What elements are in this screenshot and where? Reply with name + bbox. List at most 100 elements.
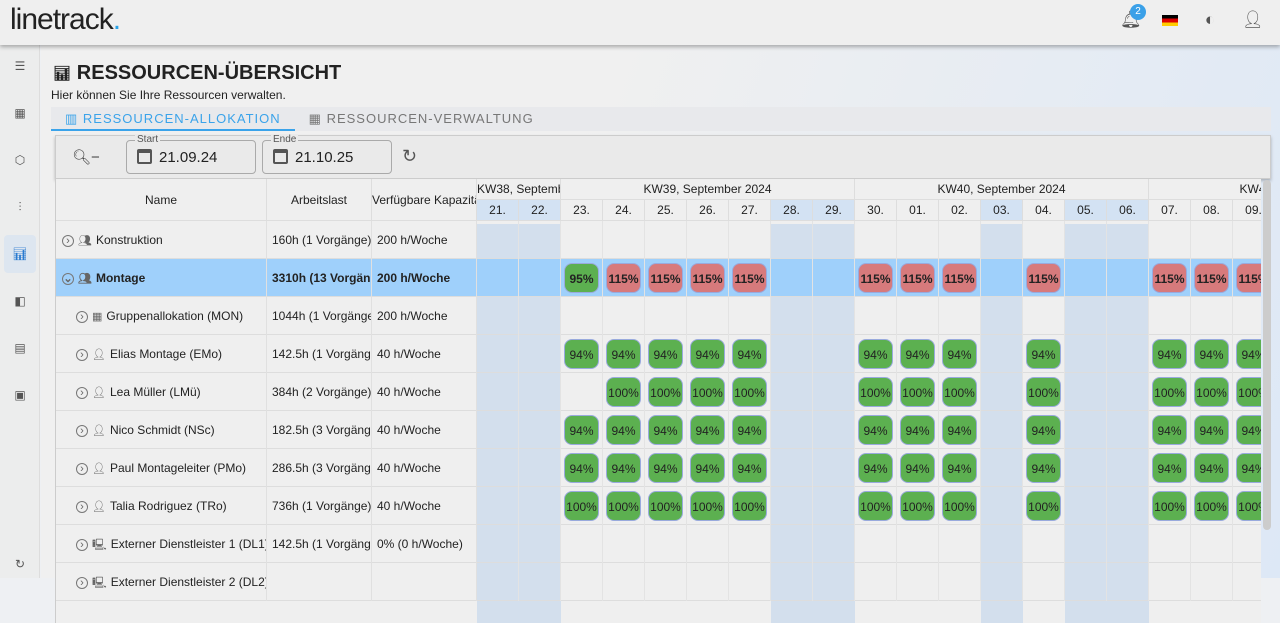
allocation-pill[interactable]: 94%: [648, 339, 683, 369]
day-cell[interactable]: 94%: [1149, 411, 1191, 449]
dark-mode-icon[interactable]: ◐: [1204, 10, 1216, 29]
day-cell[interactable]: [1107, 449, 1149, 487]
day-cell[interactable]: [1065, 373, 1107, 411]
day-cell[interactable]: [477, 335, 519, 373]
day-cell[interactable]: [1107, 411, 1149, 449]
day-cell[interactable]: 94%: [645, 449, 687, 487]
day-cell[interactable]: [1065, 563, 1107, 601]
day-cell[interactable]: [855, 297, 897, 335]
allocation-pill[interactable]: 100%: [564, 491, 599, 521]
day-cell[interactable]: [1107, 487, 1149, 525]
day-cell[interactable]: 100%: [855, 487, 897, 525]
day-cell[interactable]: [1107, 259, 1149, 297]
day-cell[interactable]: [1065, 449, 1107, 487]
day-cell[interactable]: [1023, 563, 1065, 601]
expand-icon[interactable]: ›: [76, 501, 88, 513]
day-cell[interactable]: [981, 373, 1023, 411]
day-cell[interactable]: 94%: [1149, 449, 1191, 487]
day-cell[interactable]: 94%: [687, 411, 729, 449]
table-row[interactable]: › 👤︎ Paul Montageleiter (PMo) 286.5h (3 Vor…: [56, 449, 1261, 487]
expand-icon[interactable]: ›: [76, 463, 88, 475]
day-cell[interactable]: 100%: [603, 373, 645, 411]
day-cell[interactable]: [981, 525, 1023, 563]
allocation-pill[interactable]: 100%: [648, 377, 683, 407]
day-cell[interactable]: [771, 335, 813, 373]
allocation-pill[interactable]: 100%: [1026, 377, 1061, 407]
day-cell[interactable]: [1107, 563, 1149, 601]
day-cell[interactable]: [1107, 373, 1149, 411]
day-cell[interactable]: 94%: [729, 449, 771, 487]
day-cell[interactable]: 94%: [645, 335, 687, 373]
day-cell[interactable]: [519, 335, 561, 373]
allocation-pill[interactable]: 94%: [606, 339, 641, 369]
allocation-pill[interactable]: 100%: [606, 377, 641, 407]
day-cell[interactable]: [1233, 525, 1261, 563]
table-row[interactable]: › 👤︎ Lea Müller (LMü) 384h (2 Vorgänge) 40 h…: [56, 373, 1261, 411]
day-cell[interactable]: [1191, 563, 1233, 601]
day-cell[interactable]: 100%: [1149, 487, 1191, 525]
day-cell[interactable]: 94%: [687, 335, 729, 373]
day-cell[interactable]: [1065, 297, 1107, 335]
day-cell[interactable]: 94%: [1149, 335, 1191, 373]
day-cell[interactable]: 100%: [729, 373, 771, 411]
day-cell[interactable]: [939, 297, 981, 335]
day-cell[interactable]: 115%: [645, 259, 687, 297]
allocation-pill[interactable]: 115%: [900, 263, 935, 293]
day-cell[interactable]: [603, 525, 645, 563]
day-cell[interactable]: [981, 411, 1023, 449]
day-cell[interactable]: [603, 563, 645, 601]
day-cell[interactable]: [1191, 221, 1233, 259]
day-cell[interactable]: [1107, 525, 1149, 563]
allocation-pill[interactable]: 100%: [732, 377, 767, 407]
german-flag-icon[interactable]: [1162, 14, 1178, 26]
day-cell[interactable]: [519, 259, 561, 297]
day-cell[interactable]: [981, 259, 1023, 297]
day-cell[interactable]: [477, 449, 519, 487]
allocation-pill[interactable]: 100%: [606, 491, 641, 521]
allocation-pill[interactable]: 115%: [942, 263, 977, 293]
day-cell[interactable]: 100%: [729, 487, 771, 525]
expand-icon[interactable]: ›: [76, 311, 88, 323]
day-cell[interactable]: [981, 297, 1023, 335]
day-cell[interactable]: 94%: [645, 411, 687, 449]
day-cell[interactable]: [1065, 221, 1107, 259]
day-cell[interactable]: [981, 487, 1023, 525]
day-cell[interactable]: [519, 449, 561, 487]
day-cell[interactable]: 100%: [939, 487, 981, 525]
day-cell[interactable]: [981, 335, 1023, 373]
day-cell[interactable]: [813, 525, 855, 563]
day-cell[interactable]: [771, 297, 813, 335]
end-date-field[interactable]: Ende 21.10.25: [262, 134, 392, 174]
table-row[interactable]: › 👤︎ Elias Montage (EMo) 142.5h (1 Vorgänge…: [56, 335, 1261, 373]
day-cell[interactable]: [645, 525, 687, 563]
allocation-pill[interactable]: 94%: [1026, 453, 1061, 483]
day-cell[interactable]: [771, 411, 813, 449]
day-cell[interactable]: [1107, 335, 1149, 373]
day-cell[interactable]: [981, 563, 1023, 601]
day-cell[interactable]: [729, 563, 771, 601]
allocation-pill[interactable]: 100%: [1236, 491, 1261, 521]
day-cell[interactable]: [813, 449, 855, 487]
allocation-pill[interactable]: 94%: [732, 339, 767, 369]
day-cell[interactable]: 115%: [1191, 259, 1233, 297]
day-cell[interactable]: [981, 221, 1023, 259]
day-cell[interactable]: [771, 487, 813, 525]
table-row[interactable]: › 👤︎ Talia Rodriguez (TRo) 736h (1 Vorgänge…: [56, 487, 1261, 525]
day-cell[interactable]: [897, 297, 939, 335]
day-cell[interactable]: 115%: [1149, 259, 1191, 297]
sidebar-item-resources[interactable]: 📊︎: [4, 235, 36, 273]
day-cell[interactable]: 100%: [687, 373, 729, 411]
scrollbar[interactable]: [1263, 180, 1271, 530]
day-cell[interactable]: [519, 411, 561, 449]
day-cell[interactable]: [519, 297, 561, 335]
day-cell[interactable]: [813, 221, 855, 259]
allocation-pill[interactable]: 94%: [690, 339, 725, 369]
day-cell[interactable]: [1149, 221, 1191, 259]
day-cell[interactable]: [1233, 221, 1261, 259]
day-cell[interactable]: [1107, 297, 1149, 335]
day-cell[interactable]: [603, 221, 645, 259]
table-row[interactable]: › 👤︎ Nico Schmidt (NSc) 182.5h (3 Vorgänge)…: [56, 411, 1261, 449]
day-cell[interactable]: 115%: [729, 259, 771, 297]
day-cell[interactable]: 94%: [603, 335, 645, 373]
day-cell[interactable]: 115%: [939, 259, 981, 297]
